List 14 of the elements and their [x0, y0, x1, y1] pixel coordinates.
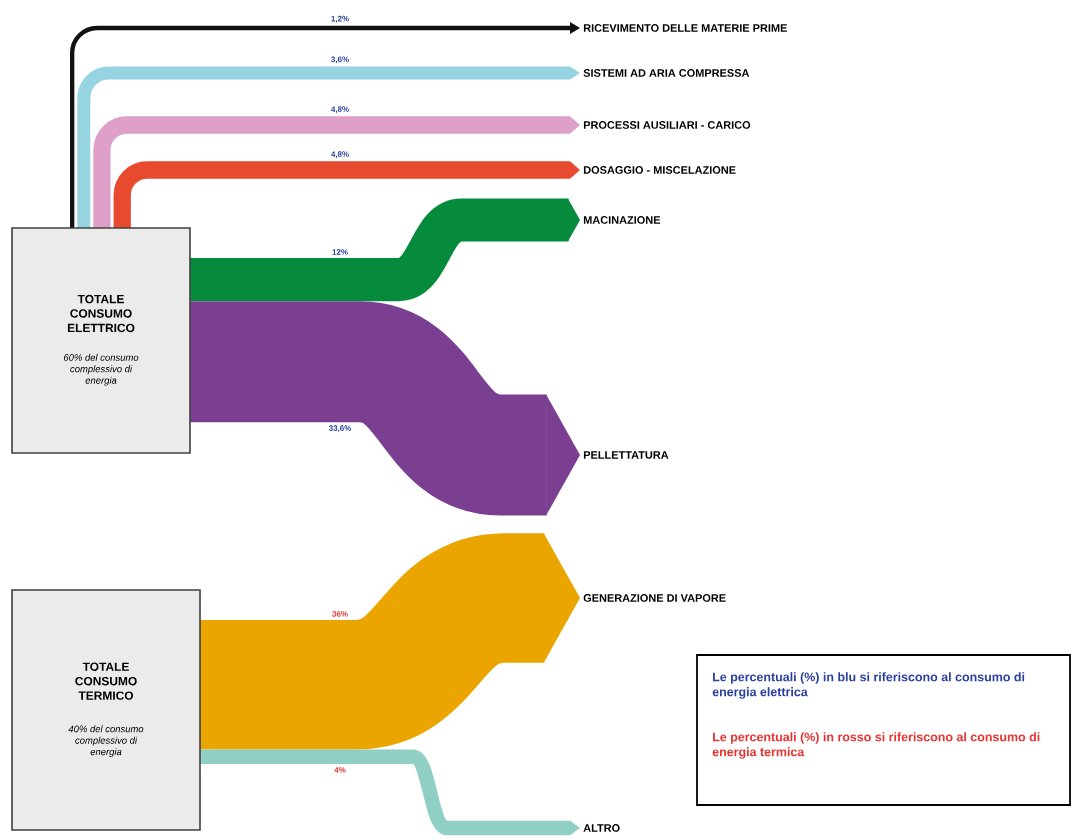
category-label: PELLETTATURA: [583, 451, 669, 459]
category-label: GENERAZIONE DI VAPORE: [583, 594, 726, 602]
category-label: PROCESSI AUSILIARI - CARICO: [583, 121, 751, 129]
text: Le percentuali (%) in rosso si riferiscono al consumo di energia termica: [712, 732, 1040, 759]
text: 40% del consumo complessivo di energia: [68, 725, 144, 758]
text: TOTALE CONSUMO ELETTRICO: [67, 294, 135, 333]
text: TOTALE CONSUMO TERMICO: [75, 662, 137, 700]
category-label: DOSAGGIO - MISCELAZIONE: [583, 166, 736, 174]
category-label: MACINAZIONE: [583, 216, 661, 224]
text: Le percentuali (%) in blu si riferiscono al consumo di energia elettrica: [712, 672, 1025, 699]
text: 60% del consumo complessivo di energia: [63, 353, 139, 386]
category-label: RICEVIMENTO DELLE MATERIE PRIME: [583, 24, 787, 32]
category-label: SISTEMI AD ARIA COMPRESSA: [583, 69, 750, 77]
category-label: ALTRO: [583, 824, 620, 832]
